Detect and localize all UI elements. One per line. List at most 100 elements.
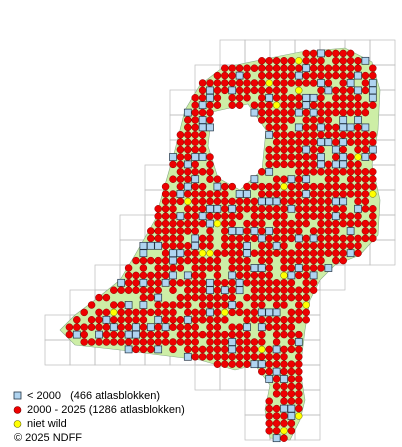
recent-record xyxy=(324,190,333,198)
recent-record xyxy=(124,271,133,280)
recent-record xyxy=(184,153,192,161)
recent-record xyxy=(184,219,192,228)
recent-record xyxy=(287,308,296,317)
recent-record xyxy=(332,190,340,198)
recent-record xyxy=(169,175,177,183)
recent-record xyxy=(206,160,214,169)
recent-record xyxy=(147,308,155,317)
recent-record xyxy=(280,360,288,368)
recent-record xyxy=(184,293,192,302)
recent-record xyxy=(287,419,296,428)
old-record xyxy=(368,86,377,95)
recent-record xyxy=(147,345,155,354)
recent-record xyxy=(280,397,288,405)
recent-record xyxy=(191,330,199,339)
recent-record xyxy=(280,353,288,361)
recent-record xyxy=(154,264,162,272)
recent-record xyxy=(324,205,333,213)
recent-record xyxy=(280,153,288,161)
recent-record xyxy=(161,301,170,309)
recent-record xyxy=(265,64,273,72)
recent-record xyxy=(309,160,318,169)
recent-record xyxy=(324,101,333,109)
recent-record xyxy=(302,71,310,80)
recent-record xyxy=(287,160,296,169)
recent-record xyxy=(280,116,288,124)
recent-record xyxy=(250,249,259,257)
recent-record xyxy=(361,108,370,117)
recent-record xyxy=(139,264,148,272)
recent-record xyxy=(339,212,347,220)
recent-record xyxy=(102,293,111,302)
recent-record xyxy=(198,353,207,361)
recent-record xyxy=(280,227,288,235)
recent-record xyxy=(354,57,362,65)
recent-record xyxy=(280,249,288,257)
recent-record xyxy=(228,234,236,243)
old-record xyxy=(272,345,281,354)
old-record xyxy=(287,175,296,184)
recent-record xyxy=(124,308,133,317)
recent-record xyxy=(309,227,318,235)
recent-record xyxy=(302,242,310,250)
recent-record xyxy=(206,353,214,361)
recent-record xyxy=(317,101,325,109)
non-wild-record xyxy=(354,153,362,161)
recent-record xyxy=(302,286,310,294)
recent-record xyxy=(221,301,229,309)
recent-record xyxy=(206,116,214,124)
recent-record xyxy=(73,316,81,324)
copyright: © 2025 NDFF xyxy=(14,432,82,444)
recent-record xyxy=(228,64,236,72)
recent-record xyxy=(354,101,362,109)
recent-record xyxy=(184,205,192,213)
old-record xyxy=(250,175,259,184)
recent-record xyxy=(280,264,288,272)
recent-record xyxy=(287,182,296,191)
recent-record xyxy=(169,205,177,213)
old-record xyxy=(317,138,325,147)
recent-record xyxy=(280,419,288,428)
recent-record xyxy=(354,190,362,198)
recent-record xyxy=(221,219,229,228)
old-record xyxy=(191,241,200,250)
recent-record xyxy=(258,293,266,302)
recent-record xyxy=(221,234,229,243)
legend-label: < 2000 (466 atlasblokken) xyxy=(27,390,160,402)
recent-record xyxy=(369,234,377,243)
recent-record xyxy=(302,131,310,139)
recent-record xyxy=(369,182,377,191)
recent-record xyxy=(95,293,103,302)
recent-record xyxy=(191,219,199,228)
recent-record xyxy=(287,116,296,124)
recent-record xyxy=(258,353,266,361)
recent-record xyxy=(295,64,303,72)
recent-record xyxy=(280,219,288,228)
recent-record xyxy=(295,382,303,391)
recent-record xyxy=(369,153,377,161)
recent-record xyxy=(147,293,155,302)
old-record xyxy=(354,204,362,213)
recent-record xyxy=(339,108,347,117)
legend: < 2000 (466 atlasblokken) 2000 - 2025 (1… xyxy=(13,390,185,444)
recent-record xyxy=(184,345,192,354)
recent-record xyxy=(302,116,310,124)
old-record xyxy=(368,79,377,87)
recent-record xyxy=(228,94,236,102)
recent-record xyxy=(95,308,103,317)
non-wild-record xyxy=(295,86,303,95)
recent-record xyxy=(191,227,199,235)
recent-record xyxy=(235,345,244,354)
recent-record xyxy=(95,316,103,324)
recent-record xyxy=(235,101,244,109)
old-record xyxy=(183,315,192,324)
old-record xyxy=(354,116,362,124)
recent-record xyxy=(295,212,303,220)
recent-record xyxy=(132,316,140,324)
recent-record xyxy=(339,79,347,87)
recent-record xyxy=(213,286,222,294)
recent-record xyxy=(154,234,162,243)
recent-record xyxy=(228,212,236,220)
recent-record xyxy=(287,57,296,65)
old-record xyxy=(206,93,214,102)
